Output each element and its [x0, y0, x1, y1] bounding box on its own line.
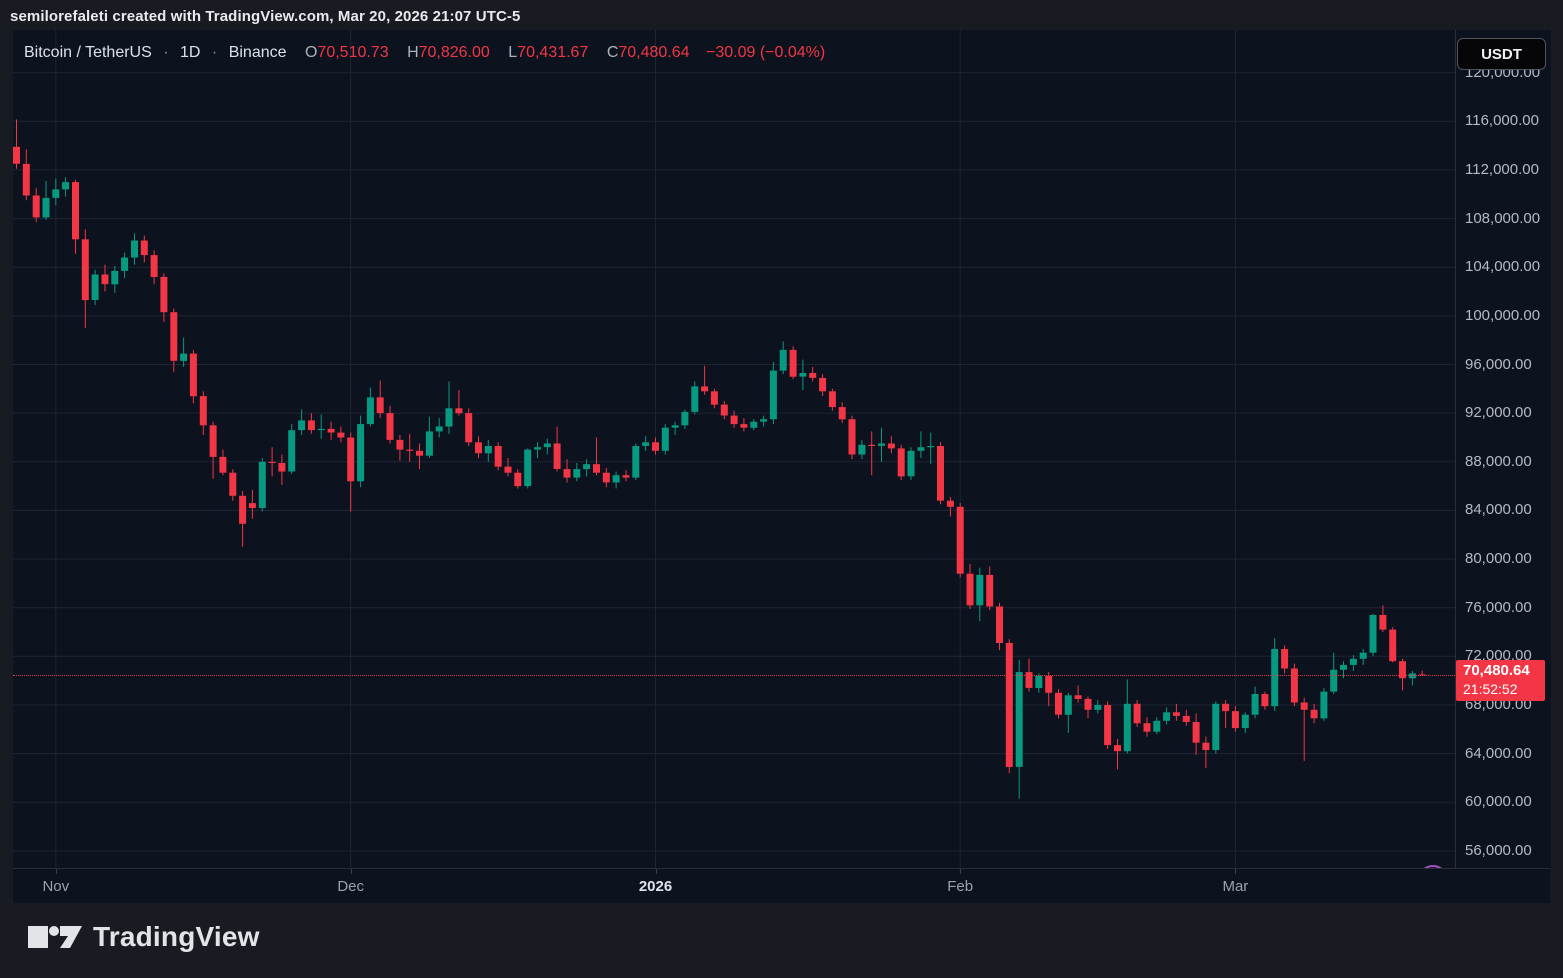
- time-axis-tick: [655, 869, 657, 874]
- open-label: O: [304, 44, 318, 61]
- open-value: 70,510.73: [317, 44, 389, 61]
- price-axis-label: 100,000.00: [1465, 306, 1541, 324]
- countdown-timer: 21:52:52: [1463, 680, 1518, 697]
- price-axis-label: 60,000.00: [1465, 793, 1532, 811]
- tradingview-logo-text: TradingView: [93, 921, 260, 952]
- last-price-tag: 70,480.64 21:52:52: [1456, 659, 1545, 701]
- change-value: −30.09 (−0.04%): [706, 44, 826, 61]
- attribution-text: semilorefaleti created with TradingView.…: [10, 8, 521, 25]
- exchange-name[interactable]: Binance: [228, 44, 287, 61]
- chart-pane[interactable]: Bitcoin / TetherUS · 1D · Binance O70,51…: [13, 30, 1455, 895]
- last-price-line: [13, 674, 1455, 676]
- time-axis-tick: [960, 869, 962, 874]
- time-axis-label: Mar: [1222, 878, 1249, 895]
- tradingview-logo-mark: [28, 926, 82, 948]
- symbol-header: Bitcoin / TetherUS · 1D · Binance O70,51…: [24, 44, 825, 62]
- price-axis-label: 92,000.00: [1465, 404, 1532, 422]
- time-axis-label: Dec: [337, 878, 365, 895]
- tradingview-logo[interactable]: TradingView: [28, 920, 260, 954]
- time-axis-label: Feb: [947, 878, 974, 895]
- candlestick-chart[interactable]: [13, 30, 1455, 868]
- time-axis-tick: [55, 869, 57, 874]
- price-axis-label: 104,000.00: [1465, 258, 1541, 276]
- time-axis[interactable]: Nov Dec 2026 Feb Mar: [13, 868, 1550, 903]
- symbol-name[interactable]: Bitcoin / TetherUS: [24, 44, 152, 61]
- time-axis-tick: [350, 869, 352, 874]
- high-value: 70,826.00: [418, 44, 490, 61]
- price-axis-label: 116,000.00: [1465, 112, 1539, 130]
- timeframe[interactable]: 1D: [180, 44, 201, 61]
- separator-dot: ·: [211, 44, 218, 61]
- low-value: 70,431.67: [517, 44, 589, 61]
- price-axis-label: 76,000.00: [1465, 598, 1532, 616]
- price-axis[interactable]: 70,480.64 21:52:52 USDT 120,000.00 116,00…: [1455, 30, 1551, 868]
- currency-toggle-button[interactable]: USDT: [1457, 38, 1546, 70]
- high-label: H: [407, 44, 419, 61]
- price-axis-label: 96,000.00: [1465, 355, 1532, 373]
- time-axis-tick: [1235, 869, 1237, 874]
- time-axis-label: 2026: [638, 878, 673, 895]
- close-value: 70,480.64: [618, 44, 690, 61]
- price-axis-label: 64,000.00: [1465, 744, 1532, 762]
- low-label: L: [508, 44, 518, 61]
- close-label: C: [606, 44, 619, 61]
- separator-dot: ·: [163, 44, 169, 61]
- price-axis-label: 88,000.00: [1465, 452, 1532, 470]
- price-axis-label: 80,000.00: [1465, 550, 1532, 568]
- price-axis-label: 56,000.00: [1465, 841, 1532, 859]
- time-axis-label: Nov: [42, 878, 70, 895]
- price-axis-label: 112,000.00: [1465, 160, 1539, 178]
- last-price-value: 70,480.64: [1463, 661, 1530, 679]
- price-axis-label: 84,000.00: [1465, 501, 1532, 519]
- price-axis-label: 108,000.00: [1465, 209, 1541, 227]
